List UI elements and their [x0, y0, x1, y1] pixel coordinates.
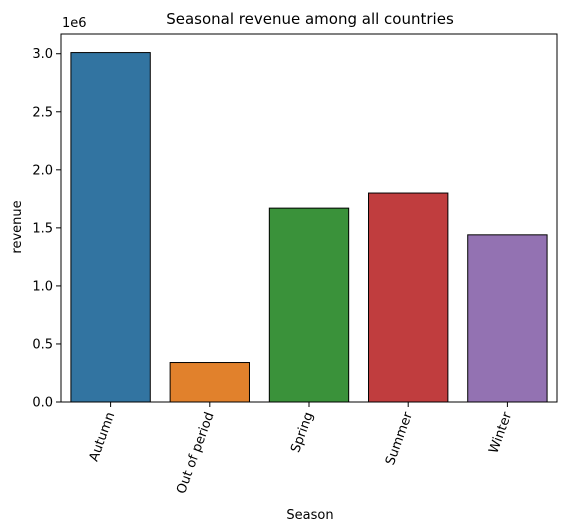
y-tick-label: 3.0 — [32, 47, 53, 62]
x-axis-ticks: Autumn Out of period Spring Summer Winter — [87, 402, 515, 496]
y-tick-label: 1.5 — [32, 221, 53, 236]
x-tick-label: Winter — [486, 410, 515, 456]
x-tick-label: Out of period — [174, 410, 217, 496]
y-tick-label: 1.0 — [32, 279, 53, 294]
bar-summer — [368, 192, 449, 403]
bar-winter — [467, 234, 548, 403]
bar-autumn — [70, 52, 151, 403]
y-tick-label: 0.5 — [32, 337, 53, 352]
bars-group — [70, 52, 548, 403]
x-tick-label: Summer — [383, 410, 416, 468]
y-tick-label: 2.0 — [32, 163, 53, 178]
plot-frame — [60, 33, 558, 403]
x-tick-label: Spring — [288, 410, 316, 455]
y-offset-label: 1e6 — [62, 16, 87, 31]
bar-out-of-period — [169, 362, 250, 403]
y-axis-ticks: 0.0 0.5 1.0 1.5 2.0 2.5 3.0 — [32, 47, 61, 411]
y-axis-label: revenue — [10, 200, 25, 253]
x-tick-label: Autumn — [87, 410, 119, 463]
y-tick-label: 2.5 — [32, 105, 53, 120]
chart-title: Seasonal revenue among all countries — [166, 10, 454, 28]
y-tick-label: 0.0 — [32, 396, 53, 411]
x-axis-label: Season — [286, 508, 333, 523]
bar-spring — [268, 207, 350, 403]
